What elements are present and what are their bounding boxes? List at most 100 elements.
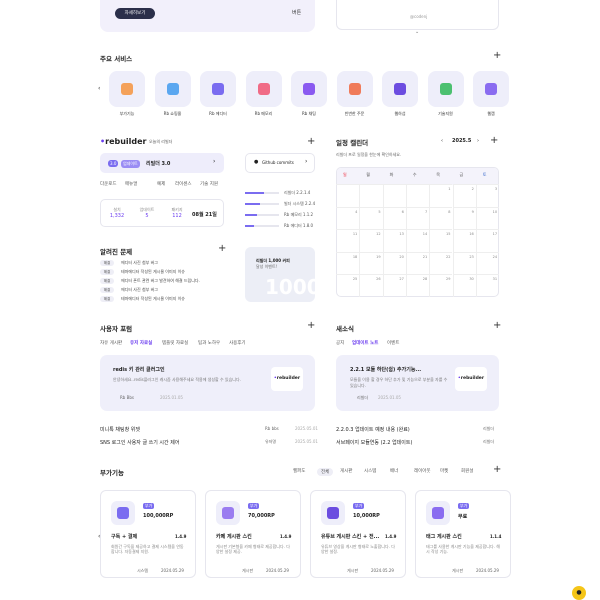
calendar-day[interactable]: 6 bbox=[382, 206, 406, 230]
addon-card-2[interactable]: 부가 10,000RP 유튜브 게시판 스킨 + 전... 1.4.9 유튜브 영상을 … bbox=[310, 490, 406, 578]
version-card[interactable] bbox=[100, 153, 224, 173]
service-4[interactable] bbox=[291, 71, 327, 107]
release-label[interactable]: 빌더 시스템 2.2.4 bbox=[284, 201, 316, 206]
rebuilder-link-4[interactable]: 기술 지원 bbox=[200, 182, 218, 187]
service-6[interactable] bbox=[382, 71, 418, 107]
forum-plus-icon[interactable]: + bbox=[307, 320, 316, 331]
forum-tab-4[interactable]: 사용후기 bbox=[229, 341, 246, 346]
addon-tab-2[interactable]: 게시판 bbox=[340, 469, 353, 474]
service-label[interactable]: 부가기능 bbox=[119, 111, 135, 116]
rebuilder-logo[interactable]: •rebuilder bbox=[100, 137, 147, 146]
services-plus-icon[interactable]: + bbox=[493, 50, 502, 61]
issue-text[interactable]: 에디터 사진 첨부 버그 bbox=[121, 287, 158, 292]
issue-text[interactable]: 테마에디터 작성된 게시물 이미지 이슈 bbox=[121, 296, 185, 301]
calendar-day[interactable]: 31 bbox=[475, 274, 500, 297]
addon-tab-1[interactable]: 전체 bbox=[317, 468, 334, 476]
calendar-next-icon[interactable]: › bbox=[477, 138, 479, 144]
calendar-day[interactable]: 29 bbox=[429, 274, 453, 297]
issue-text[interactable]: 에디터 폰트 관련 버그 발견하여 해결 드립니다. bbox=[121, 278, 200, 283]
calendar-day[interactable]: 24 bbox=[475, 251, 500, 275]
calendar-day[interactable]: 19 bbox=[359, 251, 383, 275]
issues-plus-icon[interactable]: + bbox=[218, 243, 227, 254]
chevron-right-icon[interactable]: › bbox=[213, 158, 216, 165]
calendar-day[interactable]: 9 bbox=[452, 206, 476, 230]
addons-prev-icon[interactable]: ‹ bbox=[98, 533, 100, 540]
news-tab-1[interactable]: 업데이트 노트 bbox=[352, 341, 379, 346]
calendar-day[interactable]: 28 bbox=[405, 274, 430, 297]
calendar-day[interactable]: 1 bbox=[429, 184, 453, 207]
service-0[interactable] bbox=[109, 71, 145, 107]
service-2[interactable] bbox=[200, 71, 236, 107]
banner-detail-button[interactable]: 자세히보기 bbox=[115, 8, 155, 19]
addon-tab-7[interactable]: 회원설 bbox=[461, 469, 474, 474]
rebuilder-link-0[interactable]: 다운로드 bbox=[100, 182, 117, 187]
calendar-day[interactable]: 17 bbox=[475, 229, 500, 252]
service-1[interactable] bbox=[154, 71, 191, 107]
release-label[interactable]: 리빌더 2.2.1.4 bbox=[284, 190, 311, 195]
rebuilder-plus-icon[interactable]: + bbox=[307, 136, 316, 147]
calendar-day[interactable]: 3 bbox=[475, 184, 500, 207]
addon-tab-6[interactable]: 마켓 bbox=[440, 469, 449, 474]
calendar-day[interactable]: 21 bbox=[405, 251, 430, 275]
calendar-day[interactable]: 22 bbox=[429, 251, 453, 275]
calendar-day[interactable]: 4 bbox=[336, 206, 360, 230]
service-5[interactable] bbox=[336, 71, 373, 107]
addon-card-0[interactable]: 부가 100,000RP 구독 + 결제 1.4.9 회원간 구독을 제공하고 결제 시… bbox=[100, 490, 196, 578]
news-tab-0[interactable]: 공지 bbox=[336, 341, 345, 346]
forum-tab-3[interactable]: 팁과 노하우 bbox=[198, 341, 221, 346]
calendar-day[interactable]: 12 bbox=[359, 229, 383, 252]
service-8[interactable] bbox=[473, 71, 509, 107]
forum-tab-1[interactable]: 유저 자료실 bbox=[130, 341, 153, 346]
service-label[interactable]: 기술지원 bbox=[438, 111, 453, 116]
calendar-prev-icon[interactable]: ‹ bbox=[441, 138, 443, 144]
release-label[interactable]: Rb 에디터 1.8.0 bbox=[284, 223, 314, 228]
calendar-day[interactable]: 25 bbox=[336, 274, 360, 297]
services-prev-icon[interactable]: ‹ bbox=[98, 85, 101, 92]
forum-post-title[interactable]: 미니톡 채팅창 위젯 bbox=[100, 427, 140, 433]
calendar-plus-icon[interactable]: + bbox=[490, 135, 499, 146]
forum-post-title[interactable]: SNS 로그인 사용자 글 쓰기 시간 제어 bbox=[100, 440, 180, 446]
chevron-down-icon[interactable]: ⌄ bbox=[415, 29, 420, 35]
calendar-day[interactable]: 5 bbox=[359, 206, 383, 230]
calendar-day[interactable] bbox=[336, 184, 360, 207]
calendar-day[interactable]: 18 bbox=[336, 251, 360, 275]
chat-icon[interactable]: ● bbox=[572, 586, 586, 600]
calendar-day[interactable] bbox=[359, 184, 383, 207]
github-card[interactable] bbox=[245, 153, 315, 173]
calendar-day[interactable]: 10 bbox=[475, 206, 500, 230]
rebuilder-link-2[interactable]: 예제 bbox=[157, 182, 166, 187]
service-7[interactable] bbox=[427, 71, 464, 107]
calendar-day[interactable]: 15 bbox=[429, 229, 453, 252]
calendar-day[interactable] bbox=[382, 184, 406, 207]
calendar-day[interactable]: 2 bbox=[452, 184, 476, 207]
service-label[interactable]: Rb 에디터 bbox=[209, 111, 227, 116]
calendar-day[interactable]: 23 bbox=[452, 251, 476, 275]
issue-text[interactable]: 에디터 사진 첨부 버그 bbox=[121, 260, 158, 265]
addon-tab-4[interactable]: 배너 bbox=[390, 469, 399, 474]
addon-tab-3[interactable]: 시스템 bbox=[364, 469, 377, 474]
calendar-day[interactable]: 8 bbox=[429, 206, 453, 230]
calendar-day[interactable]: 26 bbox=[359, 274, 383, 297]
forum-tab-2[interactable]: 템플릿 자료실 bbox=[162, 341, 189, 346]
addon-tab-5[interactable]: 레이아웃 bbox=[414, 469, 431, 474]
addon-card-1[interactable]: 부가 70,000RP 카페 게시판 스킨 1.4.9 게시판 기본형을 카페 형태로 … bbox=[205, 490, 301, 578]
calendar-day[interactable]: 30 bbox=[452, 274, 476, 297]
service-label[interactable]: 빈번한 주문 bbox=[344, 111, 365, 116]
news-plus-icon[interactable]: + bbox=[493, 320, 502, 331]
service-3[interactable] bbox=[245, 71, 282, 107]
service-label[interactable]: Rb 쇼핑몰 bbox=[163, 111, 182, 116]
calendar-day[interactable]: 13 bbox=[382, 229, 406, 252]
rebuilder-link-1[interactable]: 매뉴얼 bbox=[125, 182, 138, 187]
calendar-day[interactable]: 20 bbox=[382, 251, 406, 275]
banner-tab[interactable]: 버튼 bbox=[292, 10, 302, 16]
news-post-title[interactable]: 2.2.0.3 업데이트 예정 내용 (완료) bbox=[336, 427, 410, 433]
forum-tab-0[interactable]: 자유 게시판 bbox=[100, 341, 123, 346]
news-post-title[interactable]: 서브페이지 모듈연동 (2.2 업데이트) bbox=[336, 440, 413, 446]
coffee-goal-card[interactable] bbox=[245, 247, 315, 302]
calendar-day[interactable]: 7 bbox=[405, 206, 430, 230]
service-label[interactable]: Rb 채팅 bbox=[302, 111, 316, 116]
calendar-day[interactable]: 14 bbox=[405, 229, 430, 252]
calendar-day[interactable] bbox=[405, 184, 430, 207]
calendar-day[interactable]: 11 bbox=[336, 229, 360, 252]
calendar-day[interactable]: 27 bbox=[382, 274, 406, 297]
